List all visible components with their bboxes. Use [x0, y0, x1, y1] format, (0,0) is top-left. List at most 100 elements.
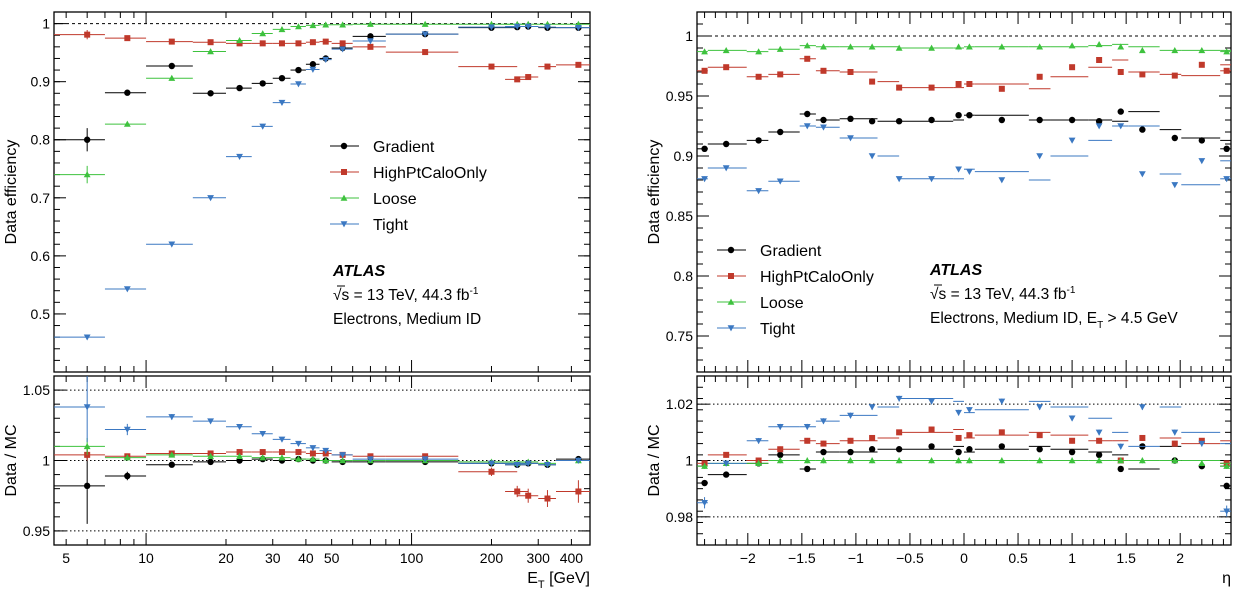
- data-point-tight: [1171, 182, 1179, 189]
- data-point-gradient: [928, 116, 935, 124]
- data-point-loose: [236, 37, 243, 44]
- data-point-gradient: [124, 472, 131, 480]
- data-point-highpt: [820, 440, 827, 447]
- data-point-highpt: [339, 40, 346, 47]
- data-point-gradient: [1171, 134, 1178, 142]
- data-point-loose: [776, 457, 784, 464]
- legend-marker-gradient: [340, 142, 348, 150]
- data-point-loose: [928, 457, 935, 464]
- data-point-gradient: [367, 33, 374, 40]
- data-point-loose: [295, 455, 302, 462]
- data-point-tight: [1068, 415, 1076, 422]
- data-point-tight: [928, 176, 935, 183]
- data-point-gradient: [1068, 116, 1076, 124]
- data-point-highpt: [1198, 61, 1205, 68]
- data-point-loose: [259, 454, 267, 461]
- data-point-loose: [895, 457, 903, 464]
- legend-label: Tight: [760, 321, 796, 338]
- data-point-loose: [123, 120, 131, 127]
- data-point-tight: [1117, 443, 1125, 450]
- data-point-highpt: [804, 55, 811, 62]
- data-point-gradient: [278, 74, 286, 82]
- data-point-loose: [339, 457, 347, 464]
- data-point-highpt: [575, 488, 582, 495]
- data-point-highpt: [1036, 432, 1043, 439]
- data-point-gradient: [124, 89, 131, 96]
- data-point-highpt: [869, 78, 876, 85]
- data-point-loose: [701, 462, 708, 469]
- data-point-tight: [803, 123, 811, 130]
- data-point-tight: [776, 423, 784, 431]
- legend-marker-tight: [727, 325, 735, 332]
- data-point-tight: [1036, 404, 1044, 411]
- data-point-tight: [259, 431, 267, 438]
- data-point-loose: [1117, 43, 1125, 50]
- plot-frame: [53, 11, 591, 373]
- data-point-highpt: [1069, 64, 1076, 71]
- data-point-tight: [367, 456, 374, 463]
- data-point-loose: [820, 457, 827, 464]
- data-point-tight: [701, 500, 708, 507]
- data-point-tight: [847, 135, 854, 142]
- x-tick-label: 0: [960, 550, 968, 566]
- data-point-gradient: [168, 461, 175, 468]
- data-point-tight: [868, 153, 876, 160]
- y-tick-label: 0.6: [31, 248, 51, 264]
- legend-entry-tight: Tight: [717, 321, 796, 338]
- data-point-gradient: [1223, 145, 1230, 152]
- data-point-gradient: [309, 61, 317, 68]
- legend-marker-highpt: [728, 273, 734, 279]
- legend-label: HighPtCaloOnly: [373, 165, 487, 182]
- experiment-label: ATLAS: [332, 263, 385, 280]
- data-point-gradient: [1036, 116, 1043, 124]
- x-tick-label: 0.5: [1008, 550, 1028, 566]
- data-point-loose: [868, 43, 876, 50]
- data-point-loose: [1138, 457, 1146, 464]
- data-point-highpt: [1096, 57, 1103, 63]
- legend-entry-tight: Tight: [330, 217, 409, 234]
- data-point-loose: [207, 452, 214, 459]
- data-point-tight: [339, 452, 347, 459]
- data-point-gradient: [998, 443, 1006, 450]
- data-point-highpt: [367, 453, 374, 460]
- data-point-tight: [955, 409, 962, 417]
- data-point-highpt: [309, 450, 316, 457]
- data-point-tight: [295, 81, 302, 88]
- data-point-loose: [309, 21, 317, 29]
- data-point-tight: [421, 456, 429, 463]
- data-point-loose: [1138, 47, 1146, 54]
- data-point-gradient: [1068, 448, 1076, 456]
- data-point-tight: [309, 66, 317, 73]
- data-point-highpt: [928, 84, 935, 91]
- data-point-highpt: [259, 40, 266, 47]
- data-point-gradient: [804, 465, 811, 473]
- y-tick-label: 0.85: [666, 208, 693, 224]
- y-tick-label: 0.9: [31, 74, 51, 90]
- data-point-gradient: [1095, 451, 1103, 459]
- legend-entry-loose: Loose: [717, 295, 804, 312]
- data-point-highpt: [236, 449, 243, 456]
- data-point-loose: [278, 454, 286, 461]
- data-point-tight: [755, 188, 763, 195]
- data-point-loose: [803, 457, 811, 464]
- series-loose: [54, 20, 590, 184]
- energy-label: √s = 13 TeV, 44.3 fb-1: [930, 285, 1076, 303]
- x-tick-label: 40: [298, 550, 314, 566]
- data-point-tight: [1171, 429, 1179, 436]
- data-point-loose: [847, 457, 854, 464]
- y-tick-label: 0.75: [666, 328, 693, 344]
- data-point-highpt: [575, 61, 582, 68]
- y-tick-label: 1: [685, 28, 693, 44]
- data-point-highpt: [1171, 72, 1178, 79]
- data-point-loose: [1036, 457, 1044, 464]
- legend-label: Gradient: [373, 139, 435, 156]
- data-point-loose: [1223, 48, 1231, 55]
- data-point-gradient: [895, 118, 903, 125]
- legend-label: Loose: [760, 295, 804, 312]
- data-point-tight: [1138, 404, 1146, 411]
- data-point-tight: [574, 24, 582, 32]
- y-tick-label: 0.8: [674, 268, 694, 284]
- data-point-highpt: [488, 63, 495, 70]
- data-point-tight: [309, 445, 317, 452]
- x-tick-label: −1.5: [788, 550, 816, 566]
